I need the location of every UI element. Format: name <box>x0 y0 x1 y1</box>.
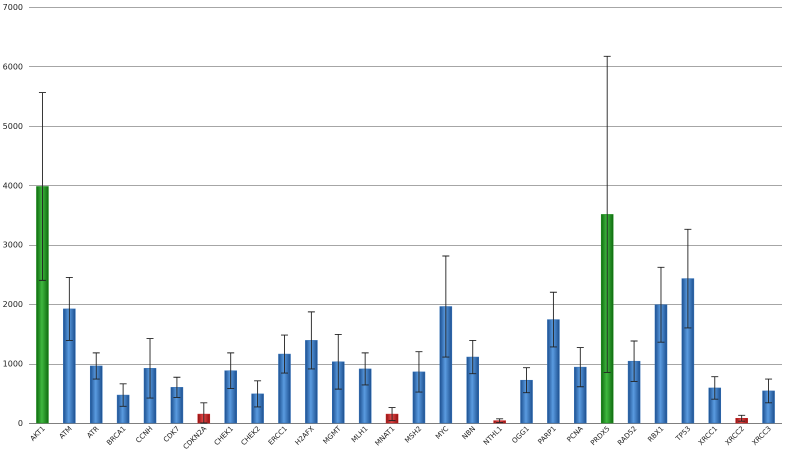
error-bar-tp53 <box>684 228 692 329</box>
x-tick-label: ERCC1 <box>267 425 289 447</box>
gridlines <box>29 7 782 365</box>
y-tick-label: 4000 <box>3 181 23 190</box>
error-bar-rad52 <box>630 340 638 382</box>
error-bar-rbx1 <box>657 266 665 343</box>
error-bar-xrcc3 <box>765 378 773 404</box>
y-tick-label: 7000 <box>3 3 23 12</box>
x-tick-label: CCNH <box>134 425 154 445</box>
error-bar-myc <box>442 255 450 358</box>
x-tick-label: BRCA1 <box>105 425 127 447</box>
x-tick-label: H2AFX <box>294 425 316 447</box>
x-tick-label: TP53 <box>674 425 693 444</box>
y-tick-label: 0 <box>18 419 23 428</box>
x-tick-label: RBX1 <box>646 425 665 444</box>
x-tick-label: RAD52 <box>616 425 638 447</box>
x-tick-label: MLH1 <box>350 425 370 445</box>
x-tick-label: NBN <box>461 425 477 441</box>
x-tick-label: MGMT <box>322 424 344 446</box>
error-bar-atm <box>65 276 73 341</box>
x-tick-label: PCNA <box>566 425 585 444</box>
error-bar-xrcc1 <box>711 376 719 400</box>
x-axis-ticks: AKT1 ATM ATR BRCA1 CCNH CDK7 CDKN2A CHEK1 CHEK2 E… <box>29 424 773 451</box>
error-bar-ercc1 <box>280 334 288 374</box>
x-tick-label: PARP1 <box>537 425 558 446</box>
error-bar-msh2 <box>415 351 423 393</box>
x-tick-label: MNAT1 <box>374 425 397 448</box>
x-tick-label: CDKN2A <box>182 425 209 452</box>
error-bar-mnat1 <box>388 407 396 422</box>
error-bar-h2afx <box>307 311 315 370</box>
y-tick-label: 3000 <box>3 241 23 250</box>
error-bar-mgmt <box>334 334 342 390</box>
x-tick-label: MYC <box>434 425 450 441</box>
y-tick-label: 1000 <box>3 360 23 369</box>
x-tick-label: XRCC3 <box>751 425 773 447</box>
error-bar-xrcc2 <box>738 414 746 422</box>
x-tick-label: CHEK1 <box>213 425 235 447</box>
x-tick-label: PRDX5 <box>589 425 611 447</box>
x-tick-label: MSH2 <box>403 425 423 445</box>
error-bar-parp1 <box>549 291 557 348</box>
error-bar-atr <box>92 352 100 380</box>
error-bar-prdx5 <box>603 55 611 373</box>
x-tick-label: CDK7 <box>162 425 181 444</box>
error-bar-mlh1 <box>361 352 369 386</box>
error-bar-chek2 <box>254 380 262 408</box>
x-tick-label: XRCC1 <box>697 425 719 447</box>
error-bars <box>38 55 773 424</box>
x-tick-label: ATM <box>58 425 74 441</box>
error-bar-ogg1 <box>523 367 531 394</box>
x-tick-label: OGG1 <box>511 425 531 445</box>
x-tick-label: XRCC2 <box>724 425 746 447</box>
y-tick-label: 2000 <box>3 300 23 309</box>
error-bar-nbn <box>469 339 477 375</box>
error-bar-ccnh <box>146 338 154 399</box>
y-axis-ticks: 0 1000 2000 3000 4000 5000 6000 7000 <box>3 3 23 428</box>
bars <box>36 186 775 424</box>
error-bar-cdkn2a <box>200 402 208 424</box>
y-tick-label: 6000 <box>3 62 23 71</box>
x-tick-label: CHEK2 <box>240 425 262 447</box>
error-bar-akt1 <box>38 92 46 281</box>
error-bar-brca1 <box>119 383 127 407</box>
error-bar-cdk7 <box>173 376 181 398</box>
x-tick-label: AKT1 <box>29 425 47 443</box>
y-tick-label: 5000 <box>3 122 23 131</box>
error-bar-pcna <box>576 347 584 388</box>
x-tick-label: ATR <box>86 425 101 440</box>
error-bar-chek1 <box>227 352 235 389</box>
error-bar-nthl1 <box>496 418 504 423</box>
x-tick-label: NTHL1 <box>482 425 504 447</box>
